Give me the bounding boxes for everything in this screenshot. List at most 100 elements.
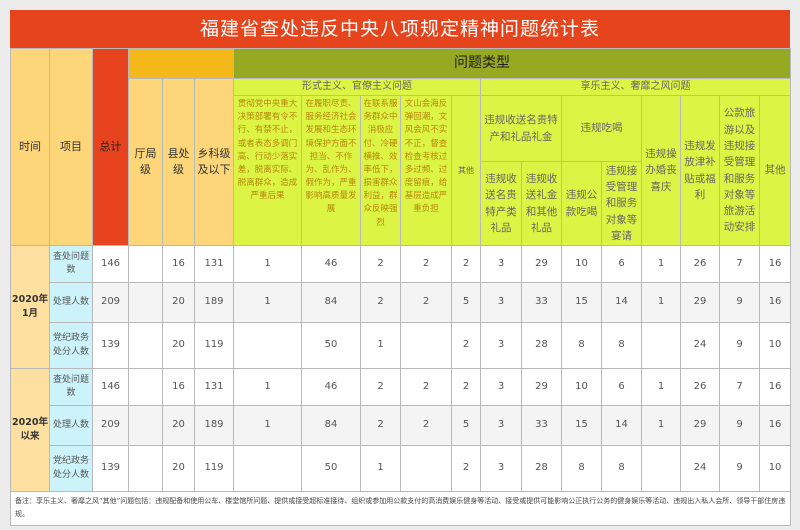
header-formalism-col: 贯彻党中央重大决策部署有令不行、有禁不止，或者表态多调门高、行动少落实差，脱离实…: [233, 95, 302, 246]
header-gift-group: 违规收送名贵特产和礼品礼金: [480, 95, 562, 162]
header-gift-col: 违规收送名贵特产类礼品: [480, 161, 522, 246]
value-cell: 14: [601, 282, 642, 323]
table-row: 处理人数 209 20 189 1 84 2 2 5 3 33 15 14 1 29 9 16: [11, 282, 792, 323]
value-cell: 1: [641, 282, 681, 323]
header-formalism-col: 文山会海反弹回潮，文风会风不实不正，督查检查考核过多过频、过度留痕，给基层造成严…: [400, 95, 452, 246]
value-cell: 16: [758, 245, 792, 283]
stats-table: 时间 项目 总计 问题类型 厅局级 县处级 乡科级及以下 形式主义、官僚主义问题…: [9, 48, 792, 526]
value-cell: 2: [400, 368, 452, 406]
value-cell: 8: [561, 445, 602, 492]
header-formalism-other: 其他: [451, 95, 481, 246]
value-cell: 146: [92, 245, 129, 283]
table-row: 党纪政务处分人数 139 20 119 50 1 2 3 28 8 8 24 9 10: [11, 322, 792, 369]
value-cell: 84: [301, 282, 361, 323]
value-cell: [128, 245, 163, 283]
value-cell: [400, 445, 452, 492]
header-level-bureau: 厅局级: [128, 78, 163, 246]
value-cell: 146: [92, 368, 129, 406]
value-cell: 9: [719, 445, 760, 492]
value-cell: 50: [301, 445, 361, 492]
table-body: 2020年1月 查处问题数 146 16 131 1 46 2 2 2 3 29 10 6 1 26 7 16 处理…: [10, 245, 792, 492]
header-hedonism-col: 违规操办婚丧喜庆: [641, 95, 681, 246]
header-hedonism-col: 违规发放津补贴或福利: [680, 95, 720, 246]
value-cell: 2: [360, 405, 401, 446]
value-cell: [641, 322, 681, 369]
value-cell: 84: [301, 405, 361, 446]
value-cell: 1: [641, 245, 681, 283]
value-cell: [128, 405, 163, 446]
header-hedonism-col: 公款旅游以及违规接受管理和服务对象等旅游活动安排: [719, 95, 760, 246]
header-dining-col: 违规接受管理和服务对象等宴请: [601, 161, 642, 246]
value-cell: 7: [719, 245, 760, 283]
value-cell: [128, 282, 163, 323]
value-cell: 10: [561, 245, 602, 283]
value-cell: 16: [758, 405, 792, 446]
value-cell: 189: [194, 405, 234, 446]
item-cell: 查处问题数: [49, 368, 93, 406]
item-cell: 党纪政务处分人数: [49, 322, 93, 369]
value-cell: 3: [480, 405, 522, 446]
table-row: 2020年以来 查处问题数 146 16 131 1 46 2 2 2 3 29 10 6 1 26 7 16: [10, 368, 792, 492]
header-total: 总计: [92, 48, 129, 246]
value-cell: [641, 445, 681, 492]
value-cell: 1: [233, 245, 302, 283]
value-cell: 29: [521, 368, 562, 406]
header-level-township: 乡科级及以下: [194, 78, 234, 246]
value-cell: 29: [521, 245, 562, 283]
value-cell: 6: [601, 245, 642, 283]
value-cell: 2: [451, 245, 481, 283]
item-cell: 处理人数: [49, 282, 93, 323]
value-cell: 10: [758, 322, 792, 369]
item-cell: 党纪政务处分人数: [49, 445, 93, 492]
value-cell: 16: [758, 282, 792, 323]
table-title: 福建省查处违反中央八项规定精神问题统计表: [10, 10, 790, 48]
value-cell: 26: [680, 368, 720, 406]
header-problem-type: 问题类型: [232, 48, 792, 79]
value-cell: [233, 445, 302, 492]
value-cell: 1: [233, 282, 302, 323]
value-cell: [233, 322, 302, 369]
header-level-band: [128, 48, 234, 79]
value-cell: 33: [521, 282, 562, 323]
value-cell: 14: [601, 405, 642, 446]
value-cell: 1: [233, 405, 302, 446]
header-hedonism-other: 其他: [758, 95, 792, 246]
value-cell: 5: [451, 282, 481, 323]
header-level-county: 县处级: [162, 78, 195, 246]
value-cell: 8: [561, 322, 602, 369]
value-cell: 2: [400, 405, 452, 446]
value-cell: 8: [601, 445, 642, 492]
value-cell: 139: [92, 445, 129, 492]
value-cell: [128, 445, 163, 492]
value-cell: 2: [451, 322, 481, 369]
value-cell: 2: [400, 245, 452, 283]
value-cell: 119: [194, 322, 234, 369]
value-cell: 2: [360, 282, 401, 323]
value-cell: 6: [601, 368, 642, 406]
value-cell: 139: [92, 322, 129, 369]
value-cell: 16: [162, 368, 195, 406]
value-cell: 15: [561, 282, 602, 323]
value-cell: 33: [521, 405, 562, 446]
value-cell: 10: [758, 445, 792, 492]
header-dining-group: 违规吃喝: [561, 95, 642, 162]
table-row: 党纪政务处分人数 139 20 119 50 1 2 3 28 8 8 24 9 10: [11, 445, 792, 492]
value-cell: 2: [451, 368, 481, 406]
value-cell: 2: [360, 245, 401, 283]
value-cell: 20: [162, 445, 195, 492]
value-cell: 189: [194, 282, 234, 323]
item-cell: 处理人数: [49, 405, 93, 446]
header-formalism-col: 在联系服务群众中消极应付、冷硬横推、效率低下，损害群众利益，群众反映强烈: [360, 95, 401, 246]
value-cell: 16: [162, 245, 195, 283]
item-cell: 查处问题数: [49, 245, 93, 283]
value-cell: 131: [194, 245, 234, 283]
value-cell: 28: [521, 445, 562, 492]
header-time: 时间: [10, 48, 50, 246]
value-cell: 3: [480, 322, 522, 369]
value-cell: 1: [233, 368, 302, 406]
header-item: 项目: [49, 48, 93, 246]
value-cell: 26: [680, 245, 720, 283]
table-row: 2020年1月 查处问题数 146 16 131 1 46 2 2 2 3 29 10 6 1 26 7 16: [10, 245, 792, 369]
value-cell: 119: [194, 445, 234, 492]
stats-table-container: 福建省查处违反中央八项规定精神问题统计表 时间 项目 总计 问题类型 厅局级 县…: [9, 10, 792, 526]
